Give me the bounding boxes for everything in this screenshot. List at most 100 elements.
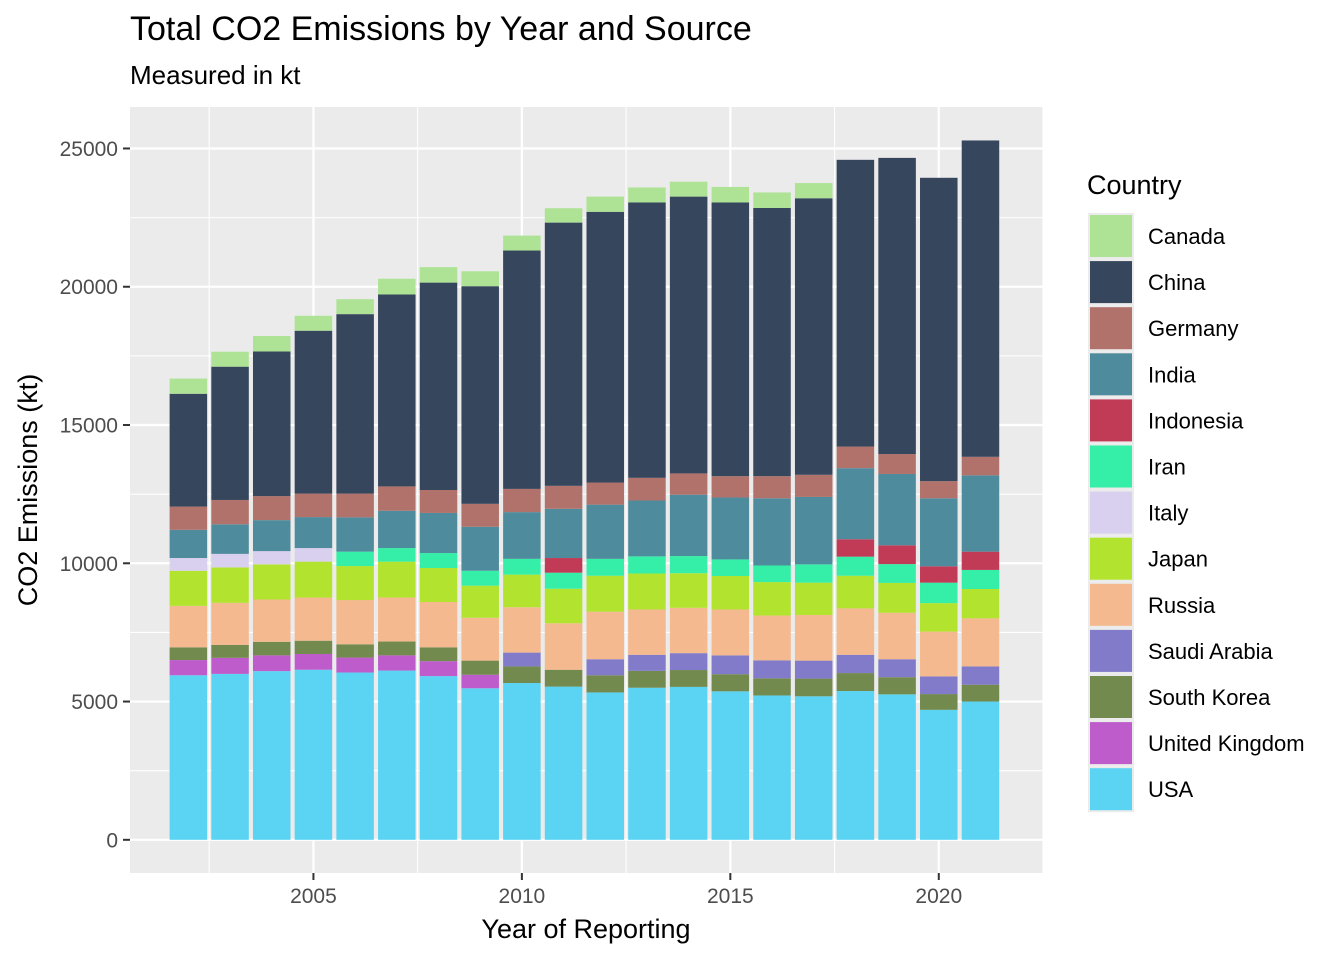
- bar-segment-saudi-arabia-2015: [711, 655, 750, 675]
- bar-segment-russia-2002: [169, 605, 208, 648]
- bar-segment-usa-2003: [211, 673, 249, 840]
- bar-segment-germany-2002: [169, 506, 208, 530]
- bar-segment-usa-2020: [920, 709, 958, 840]
- bar-segment-south-korea-2004: [252, 641, 291, 656]
- bar-segment-canada-2002: [169, 378, 208, 394]
- bar-segment-china-2011: [544, 222, 583, 486]
- legend-label-italy: Italy: [1148, 501, 1188, 526]
- bar-segment-india-2014: [669, 494, 708, 557]
- bar-segment-italy-2003: [211, 553, 249, 568]
- bar-segment-japan-2006: [336, 566, 374, 601]
- legend-swatch-germany: [1090, 307, 1132, 350]
- y-tick-label: 10000: [60, 553, 118, 576]
- bar-segment-united-kingdom-2006: [336, 657, 374, 673]
- legend-label-south-korea: South Korea: [1148, 685, 1271, 710]
- bar-segment-south-korea-2014: [669, 670, 708, 687]
- bar-segment-south-korea-2017: [794, 678, 833, 697]
- bar-segment-usa-2007: [378, 670, 416, 840]
- bar-segment-united-kingdom-2008: [419, 661, 458, 677]
- bar-segment-china-2009: [461, 286, 499, 504]
- bar-segment-india-2021: [961, 475, 1000, 552]
- legend-item-iran: Iran: [1088, 443, 1186, 490]
- y-tick-label: 0: [106, 829, 118, 852]
- bar-segment-usa-2009: [461, 688, 499, 840]
- bar-segment-canada-2013: [628, 187, 666, 203]
- bar-segment-usa-2006: [336, 672, 374, 840]
- bar-segment-russia-2006: [336, 600, 374, 645]
- bar-segment-usa-2021: [961, 701, 1000, 840]
- bar-segment-canada-2010: [503, 235, 541, 251]
- legend-label-united-kingdom: United Kingdom: [1148, 731, 1305, 756]
- chart-title: Total CO2 Emissions by Year and Source: [130, 10, 752, 48]
- bar-segment-iran-2010: [503, 558, 541, 575]
- bar-segment-germany-2005: [294, 493, 333, 518]
- bar-layer: [169, 140, 1000, 840]
- bar-segment-usa-2010: [503, 683, 541, 840]
- bar-segment-saudi-arabia-2019: [878, 659, 916, 678]
- bar-segment-india-2003: [211, 524, 249, 554]
- legend-item-china: China: [1088, 259, 1206, 306]
- legend-label-indonesia: Indonesia: [1148, 408, 1244, 433]
- bar-segment-china-2003: [211, 366, 249, 500]
- bar-segment-indonesia-2011: [544, 558, 583, 573]
- bar-segment-indonesia-2021: [961, 551, 1000, 570]
- bar-segment-saudi-arabia-2020: [920, 676, 958, 695]
- legend-swatch-canada: [1090, 215, 1132, 257]
- bar-segment-united-kingdom-2002: [169, 660, 208, 676]
- bar-segment-usa-2012: [586, 692, 625, 840]
- bar-segment-germany-2012: [586, 482, 625, 505]
- bar-segment-russia-2003: [211, 602, 249, 645]
- bar-segment-japan-2010: [503, 574, 541, 608]
- bar-segment-japan-2015: [711, 576, 750, 610]
- bar-segment-china-2013: [628, 202, 666, 478]
- bar-segment-china-2020: [920, 177, 958, 482]
- bar-segment-japan-2021: [961, 588, 1000, 619]
- legend-swatch-indonesia: [1090, 399, 1132, 442]
- bar-segment-italy-2005: [294, 548, 333, 562]
- legend-items: Canada China Germany India Indonesia Iran Ital…: [1088, 213, 1305, 813]
- legend-swatch-india: [1090, 353, 1132, 396]
- bar-segment-indonesia-2018: [836, 539, 875, 557]
- bar-segment-russia-2016: [753, 615, 791, 661]
- legend-label-usa: USA: [1148, 777, 1194, 802]
- bar-segment-iran-2009: [461, 570, 499, 586]
- legend-title: Country: [1087, 170, 1182, 200]
- bar-segment-italy-2002: [169, 558, 208, 571]
- bar-segment-south-korea-2009: [461, 660, 499, 675]
- bar-segment-canada-2011: [544, 208, 583, 223]
- bar-segment-china-2012: [586, 211, 625, 483]
- legend-item-india: India: [1088, 351, 1196, 398]
- legend-item-saudi-arabia: Saudi Arabia: [1088, 627, 1274, 674]
- bar-segment-south-korea-2016: [753, 678, 791, 696]
- bar-segment-germany-2017: [794, 474, 833, 497]
- bar-segment-russia-2007: [378, 597, 416, 642]
- bar-segment-japan-2002: [169, 570, 208, 606]
- bar-segment-china-2021: [961, 140, 1000, 457]
- legend-swatch-south-korea: [1090, 676, 1132, 718]
- bar-segment-south-korea-2007: [378, 641, 416, 656]
- bar-segment-saudi-arabia-2010: [503, 652, 541, 667]
- bar-segment-united-kingdom-2009: [461, 674, 499, 689]
- bar-segment-china-2017: [794, 198, 833, 475]
- bar-segment-japan-2013: [628, 573, 666, 610]
- bar-segment-china-2014: [669, 196, 708, 474]
- bar-segment-usa-2011: [544, 686, 583, 840]
- bar-segment-germany-2003: [211, 499, 249, 525]
- legend-swatch-saudi-arabia: [1090, 629, 1132, 672]
- bar-segment-usa-2018: [836, 691, 875, 840]
- legend-item-usa: USA: [1088, 766, 1194, 813]
- y-tick-label: 15000: [60, 415, 118, 438]
- bar-segment-iran-2020: [920, 582, 958, 604]
- bar-segment-south-korea-2002: [169, 647, 208, 661]
- bar-segment-canada-2005: [294, 315, 333, 331]
- bar-segment-south-korea-2019: [878, 677, 916, 695]
- bar-segment-iran-2007: [378, 548, 416, 562]
- legend-label-canada: Canada: [1148, 224, 1226, 249]
- bar-segment-south-korea-2011: [544, 669, 583, 687]
- chart-subtitle: Measured in kt: [130, 60, 301, 90]
- y-tick-label: 5000: [71, 691, 118, 714]
- bar-segment-china-2007: [378, 294, 416, 487]
- legend-swatch-italy: [1090, 491, 1132, 534]
- bar-segment-china-2006: [336, 314, 374, 494]
- bar-segment-canada-2009: [461, 271, 499, 287]
